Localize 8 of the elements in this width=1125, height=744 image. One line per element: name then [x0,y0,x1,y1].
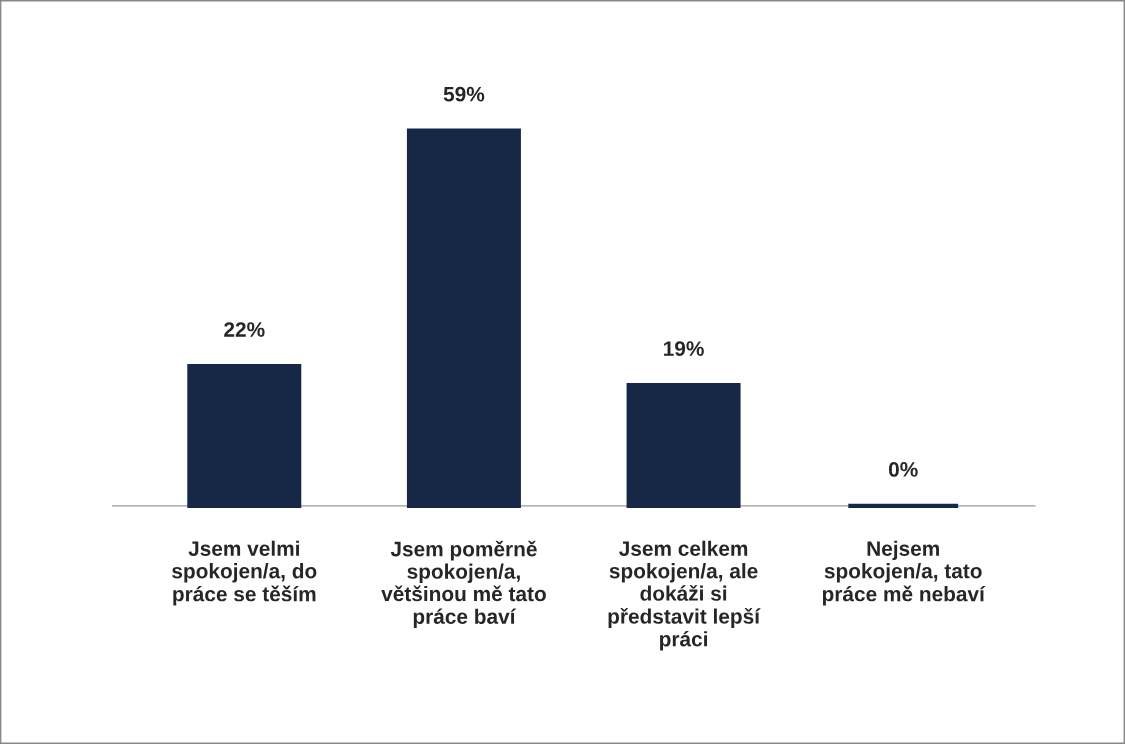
x-tick-label: Jsem poměrně spokojen/a, většinou mě tato práce baví [381,540,546,629]
data-label: 0% [888,462,918,477]
data-label: 19% [664,341,704,356]
x-tick-label: Jsem celkem spokojen/a, ale dokáži si představit lepší práci [608,540,761,651]
data-label: 22% [224,322,265,337]
x-tick-label: Jsem velmi spokojen/a, do práce se těším [172,540,317,606]
x-tick-label: Nejsem spokojen/a, tato práce mě nebaví [822,540,986,606]
data-label: 59% [443,86,485,102]
